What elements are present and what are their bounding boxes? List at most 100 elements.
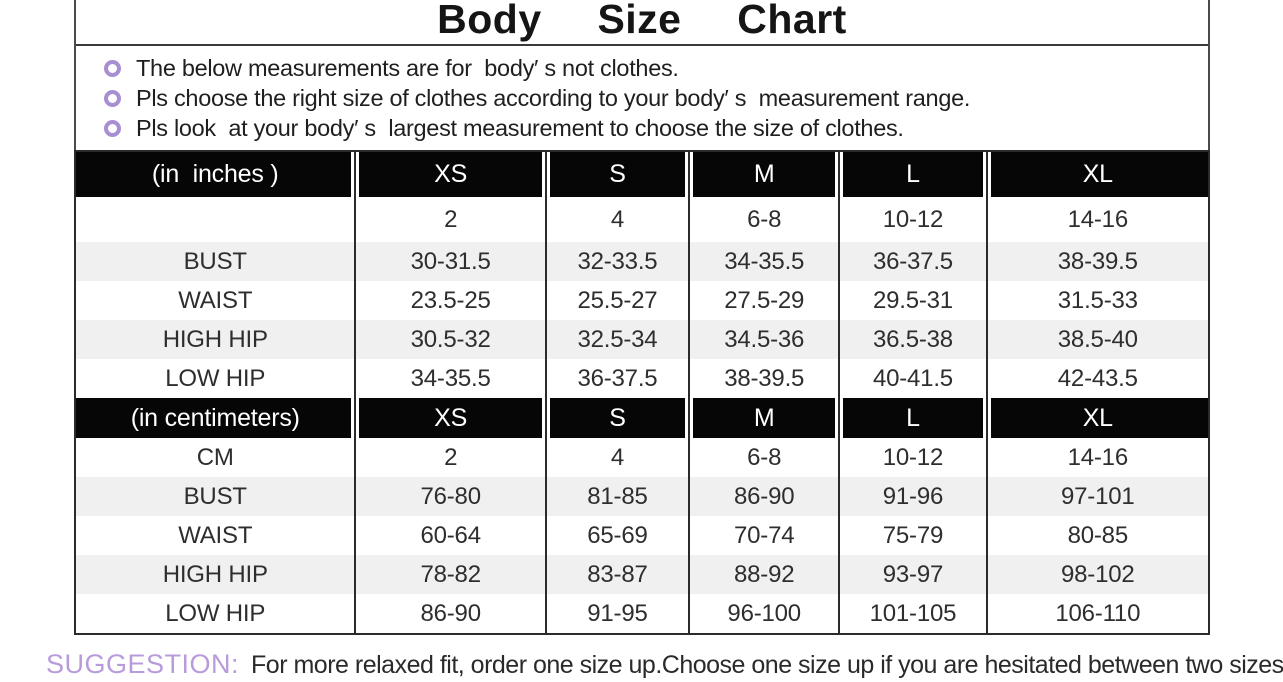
note-line: Pls choose the right size of clothes acc…	[96, 83, 1208, 113]
size-value-cell: 34-35.5	[688, 242, 840, 281]
size-value-cell: 4	[544, 197, 690, 242]
table-row: WAIST 23.5-25 25.5-27 27.5-29 29.5-31 31…	[75, 281, 1209, 320]
table-row: WAIST 60-64 65-69 70-74 75-79 80-85	[75, 516, 1209, 555]
size-value-cell: 78-82	[354, 555, 546, 594]
size-value-cell: 88-92	[688, 555, 840, 594]
suggestion-label: SUGGESTION:	[46, 649, 240, 679]
size-value-cell: 36-37.5	[838, 242, 987, 281]
size-column-header: XL	[985, 151, 1209, 197]
table-row: BUST 76-80 81-85 86-90 91-96 97-101	[75, 477, 1209, 516]
note-text: Pls look at your body′ s largest measure…	[136, 115, 904, 141]
size-value-cell: 38-39.5	[985, 242, 1209, 281]
size-value-cell: 32.5-34	[544, 320, 690, 359]
size-value-cell: 101-105	[838, 594, 987, 634]
table-row: HIGH HIP 30.5-32 32.5-34 34.5-36 36.5-38…	[75, 320, 1209, 359]
size-column-header: S	[544, 151, 690, 197]
measurement-label: LOW HIP	[165, 599, 266, 627]
size-column-header: L	[838, 151, 987, 197]
size-value-cell: 93-97	[838, 555, 987, 594]
size-value-cell: 76-80	[354, 477, 546, 516]
size-value-cell: 34-35.5	[354, 359, 546, 398]
measurement-label: HIGH HIP	[75, 320, 356, 359]
size-value-cell: 83-87	[544, 555, 690, 594]
table-row: BUST 30-31.5 32-33.5 34-35.5 36-37.5 38-…	[75, 242, 1209, 281]
size-value-cell: 38.5-40	[985, 320, 1209, 359]
size-value-cell: 36.5-38	[838, 320, 987, 359]
size-column-header: XS	[354, 398, 546, 438]
table-row: (in centimeters) XS S M L XL	[75, 398, 1209, 438]
measurement-label	[75, 197, 355, 242]
bullet-circle-icon	[104, 89, 121, 107]
size-value-cell: 32-33.5	[544, 242, 690, 281]
size-value-cell: 106-110	[985, 594, 1209, 634]
measurement-label: CM	[196, 443, 234, 471]
table-row: 2 4 6-8 10-12 14-16	[75, 197, 1209, 242]
unit-header-cell: (in centimeters)	[75, 398, 356, 438]
table-row: (in inches ) XS S M L XL	[75, 151, 1209, 197]
size-value-cell: 75-79	[838, 516, 987, 555]
size-value-cell: 91-96	[838, 477, 987, 516]
measurement-label: BUST	[75, 242, 356, 281]
size-value-cell: 81-85	[544, 477, 690, 516]
size-column-header: XL	[985, 398, 1209, 438]
note-line: Pls look at your body′ s largest measure…	[96, 113, 1208, 143]
size-value-cell: 10-12	[838, 438, 987, 477]
size-value-cell: 42-43.5	[985, 359, 1209, 398]
size-value-cell: 23.5-25	[354, 281, 546, 320]
notes-section: The below measurements are for body′ s n…	[76, 46, 1208, 150]
size-value-cell: 30-31.5	[354, 242, 546, 281]
size-value-cell: 86-90	[354, 594, 546, 634]
size-value-cell: 40-41.5	[838, 359, 987, 398]
size-value-cell: 98-102	[985, 555, 1209, 594]
size-value-cell: 6-8	[688, 438, 840, 477]
size-value-cell: 6-8	[688, 197, 840, 242]
size-value-cell: 2	[354, 197, 546, 242]
body-size-table: (in inches ) XS S M L XL 2 4 6-8 10-12 1…	[74, 150, 1210, 635]
title-bar: Body Size Chart	[76, 0, 1208, 46]
table-row: HIGH HIP 78-82 83-87 88-92 93-97 98-102	[75, 555, 1209, 594]
size-value-cell: 25.5-27	[544, 281, 690, 320]
size-chart-panel: Body Size Chart The below measurements a…	[74, 0, 1210, 635]
size-column-header: M	[688, 398, 840, 438]
measurement-label: HIGH HIP	[75, 555, 356, 594]
size-value-cell: 2	[354, 438, 546, 477]
suggestion-text: For more relaxed fit, order one size up.…	[251, 651, 1283, 679]
table-row: CM 2 4 6-8 10-12 14-16	[75, 438, 1209, 477]
size-value-cell: 14-16	[985, 438, 1209, 477]
unit-header-cell: (in inches )	[75, 151, 356, 197]
size-value-cell: 38-39.5	[688, 359, 840, 398]
size-value-cell: 96-100	[688, 594, 840, 634]
size-value-cell: 34.5-36	[688, 320, 840, 359]
note-text: The below measurements are for body′ s n…	[136, 55, 679, 81]
size-value-cell: 31.5-33	[985, 281, 1209, 320]
size-value-cell: 60-64	[354, 516, 546, 555]
bullet-circle-icon	[104, 119, 121, 137]
measurement-label: LOW HIP	[165, 364, 266, 392]
size-value-cell: 10-12	[838, 197, 987, 242]
size-column-header: L	[838, 398, 987, 438]
size-value-cell: 4	[544, 438, 690, 477]
measurement-label: BUST	[75, 477, 356, 516]
note-line: The below measurements are for body′ s n…	[96, 53, 1208, 83]
table-row: LOW HIP 86-90 91-95 96-100 101-105 106-1…	[75, 594, 1209, 634]
size-value-cell: 65-69	[544, 516, 690, 555]
table-row: LOW HIP 34-35.5 36-37.5 38-39.5 40-41.5 …	[75, 359, 1209, 398]
size-value-cell: 91-95	[544, 594, 690, 634]
size-value-cell: 80-85	[985, 516, 1209, 555]
size-value-cell: 27.5-29	[688, 281, 840, 320]
size-column-header: XS	[354, 151, 546, 197]
bullet-circle-icon	[104, 59, 121, 77]
page-title: Body Size Chart	[437, 0, 847, 42]
size-value-cell: 70-74	[688, 516, 840, 555]
suggestion-line: SUGGESTION: For more relaxed fit, order o…	[46, 647, 1283, 682]
measurement-label: WAIST	[178, 286, 253, 314]
size-value-cell: 86-90	[688, 477, 840, 516]
size-column-header: S	[544, 398, 690, 438]
size-value-cell: 97-101	[985, 477, 1209, 516]
size-value-cell: 30.5-32	[354, 320, 546, 359]
size-value-cell: 36-37.5	[544, 359, 690, 398]
size-value-cell: 14-16	[985, 197, 1209, 242]
measurement-label: WAIST	[178, 521, 253, 549]
size-value-cell: 29.5-31	[838, 281, 987, 320]
size-column-header: M	[688, 151, 840, 197]
